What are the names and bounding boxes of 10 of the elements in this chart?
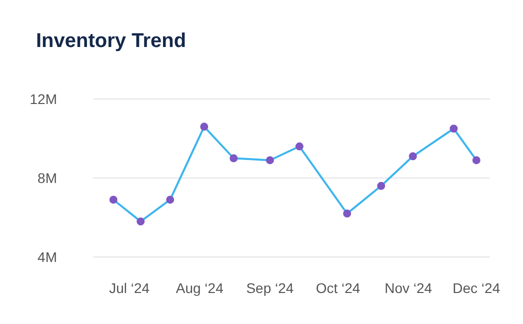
- x-tick-label: Nov ‘24: [384, 280, 432, 296]
- x-tick-label: Sep ‘24: [246, 280, 294, 296]
- x-tick-label: Oct ‘24: [316, 280, 360, 296]
- y-tick-label: 4M: [38, 248, 57, 265]
- chart-title: Inventory Trend: [36, 30, 186, 53]
- x-tick-label: Dec ‘24: [452, 280, 500, 296]
- x-tick-label: Jul ‘24: [109, 280, 150, 296]
- y-tick-label: 12M: [30, 90, 57, 107]
- y-tick-label: 8M: [38, 170, 57, 186]
- x-tick-label: Aug ‘24: [176, 280, 224, 296]
